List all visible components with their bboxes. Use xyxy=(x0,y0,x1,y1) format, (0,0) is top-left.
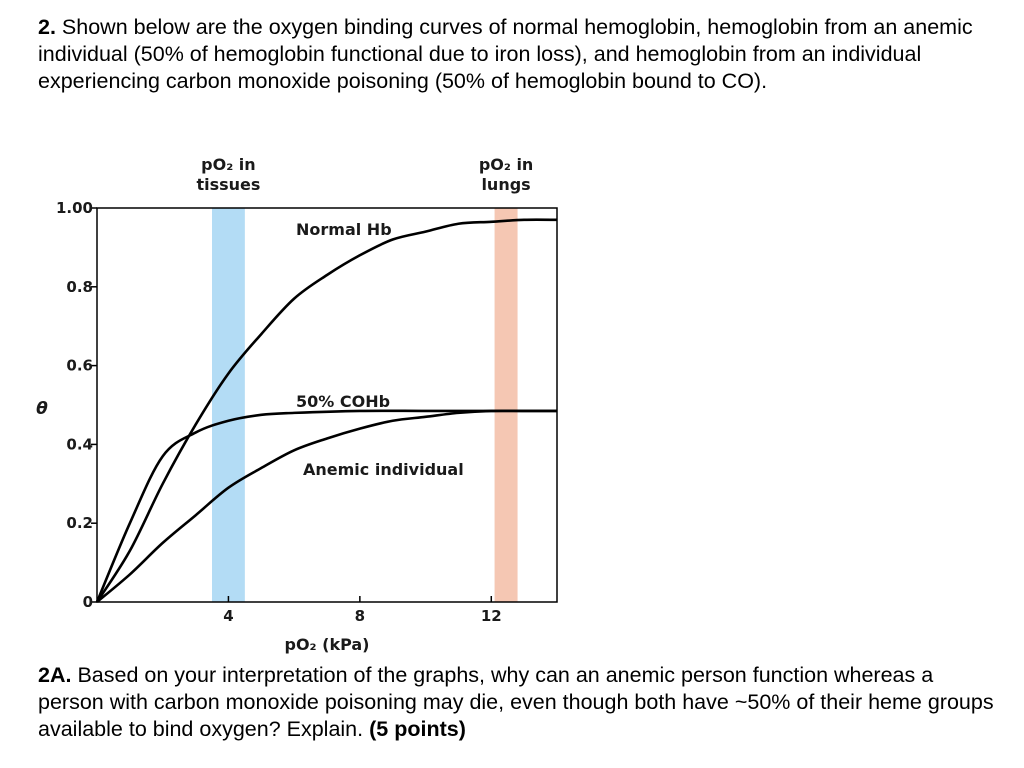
series-line-1 xyxy=(95,409,557,603)
y-tick-label-1: 0.2 xyxy=(66,514,93,532)
y-tick-label-4: 0.8 xyxy=(66,278,93,296)
oxygen-binding-chart: 0 0.2 0.4 0.6 0.8 1.00 4 8 12 pO₂ (kPa) θ pO₂ in ti… xyxy=(36,155,558,654)
question-body: Shown below are the oxygen binding curve… xyxy=(38,15,973,93)
series-line-2 xyxy=(96,409,557,603)
plot-frame xyxy=(96,207,558,603)
question-number: 2. xyxy=(38,15,56,39)
x-axis-label: pO₂ (kPa) xyxy=(285,635,370,654)
sub-question-number: 2A. xyxy=(38,663,72,687)
y-tick-label-0: 0 xyxy=(83,593,93,611)
question-text: 2. Shown below are the oxygen binding cu… xyxy=(38,14,998,95)
series-label-2: Anemic individual xyxy=(303,460,464,479)
sub-question-body: Based on your interpretation of the grap… xyxy=(38,663,994,741)
y-tick-label-5: 1.00 xyxy=(56,199,93,217)
sub-question-text: 2A. Based on your interpretation of the … xyxy=(38,662,998,743)
band-label-0: pO₂ in tissues xyxy=(196,155,260,194)
y-tick-label-3: 0.6 xyxy=(66,357,93,375)
x-tick-label-2: 12 xyxy=(481,607,502,625)
y-tick-label-2: 0.4 xyxy=(66,435,93,453)
series-label-1: 50% COHb xyxy=(296,392,390,411)
series-line-0 xyxy=(95,218,558,603)
x-tick-label-0: 4 xyxy=(223,607,233,625)
y-axis-label: θ xyxy=(36,399,48,419)
band-label-1: pO₂ in lungs xyxy=(479,155,534,194)
band-0 xyxy=(212,208,245,602)
series-label-0: Normal Hb xyxy=(296,220,392,239)
x-tick-label-1: 8 xyxy=(355,607,365,625)
band-1 xyxy=(494,208,518,602)
points-label: (5 points) xyxy=(369,717,466,741)
